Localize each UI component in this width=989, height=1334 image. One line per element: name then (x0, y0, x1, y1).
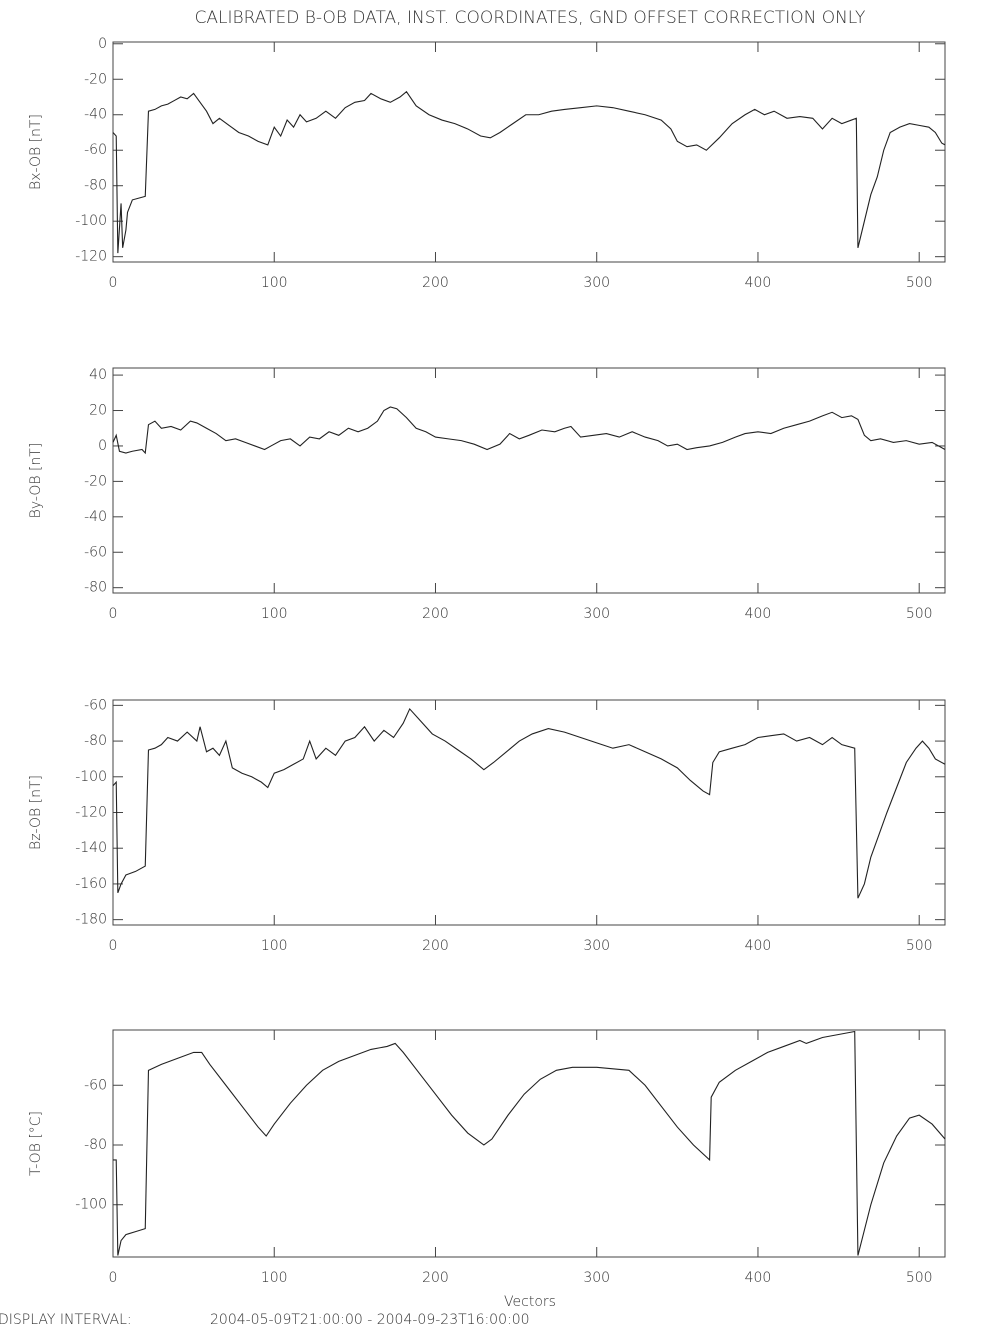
y-axis-label: Bx-OB [nT] (28, 114, 44, 190)
y-tick-label: -20 (84, 71, 107, 87)
x-tick-label: 100 (261, 606, 288, 622)
x-tick-label: 0 (109, 606, 118, 622)
y-tick-label: -80 (84, 1137, 107, 1153)
x-tick-label: 0 (109, 275, 118, 291)
y-tick-label: -100 (75, 1197, 107, 1213)
y-tick-label: -60 (84, 697, 107, 713)
y-tick-label: -40 (84, 107, 107, 123)
x-tick-label: 100 (261, 275, 288, 291)
plot-frame (112, 367, 946, 594)
y-tick-label: -140 (75, 840, 107, 856)
x-tick-label: 0 (109, 938, 118, 954)
x-tick-label: 500 (906, 275, 933, 291)
x-tick-label: 100 (261, 1270, 288, 1286)
x-tick-label: 300 (583, 275, 610, 291)
y-tick-label: 40 (89, 367, 107, 383)
data-line (112, 707, 946, 899)
y-tick-label: 0 (98, 438, 107, 454)
y-tick-label: -100 (75, 213, 107, 229)
chart-title: CALIBRATED B-OB DATA, INST. COORDINATES,… (195, 8, 866, 28)
y-axis-label: By-OB [nT] (28, 443, 44, 519)
y-tick-label: -160 (75, 876, 107, 892)
y-tick-label: -100 (75, 769, 107, 785)
y-axis-label: T-OB [°C] (28, 1111, 44, 1176)
x-axis-label: Vectors (504, 1294, 556, 1310)
y-tick-label: -40 (84, 509, 107, 525)
y-tick-label: -180 (75, 912, 107, 928)
x-tick-label: 500 (906, 1270, 933, 1286)
x-tick-label: 200 (422, 938, 449, 954)
x-tick-label: 400 (745, 938, 772, 954)
x-tick-label: 400 (745, 275, 772, 291)
y-tick-label: -60 (84, 544, 107, 560)
x-tick-label: 200 (422, 275, 449, 291)
x-tick-label: 300 (583, 938, 610, 954)
data-line (112, 406, 946, 455)
y-tick-label: -80 (84, 178, 107, 194)
y-tick-label: -120 (75, 249, 107, 265)
y-tick-label: -120 (75, 805, 107, 821)
data-line (113, 1030, 946, 1256)
x-tick-label: 300 (583, 1270, 610, 1286)
plot-frame (112, 699, 946, 926)
x-tick-label: 300 (583, 606, 610, 622)
x-tick-label: 500 (906, 606, 933, 622)
y-tick-label: -20 (84, 473, 107, 489)
x-tick-label: 0 (109, 1270, 118, 1286)
y-tick-label: 0 (98, 36, 107, 52)
footer-label: DISPLAY INTERVAL: (0, 1312, 132, 1328)
x-tick-label: 400 (745, 1270, 772, 1286)
y-tick-label: -60 (84, 142, 107, 158)
x-tick-label: 500 (906, 938, 933, 954)
plot-frame (112, 1029, 946, 1258)
x-tick-label: 200 (422, 606, 449, 622)
y-tick-label: 20 (89, 403, 107, 419)
y-tick-label: -80 (84, 733, 107, 749)
x-tick-label: 100 (261, 938, 288, 954)
plot-frame (112, 41, 946, 263)
y-tick-label: -80 (84, 580, 107, 596)
x-tick-label: 400 (745, 606, 772, 622)
footer-interval: 2004-05-09T21:00:00 - 2004-09-23T16:00:0… (210, 1312, 530, 1328)
y-axis-label: Bz-OB [nT] (28, 775, 44, 850)
data-line (112, 90, 946, 254)
x-tick-label: 200 (422, 1270, 449, 1286)
y-tick-label: -60 (84, 1077, 107, 1093)
